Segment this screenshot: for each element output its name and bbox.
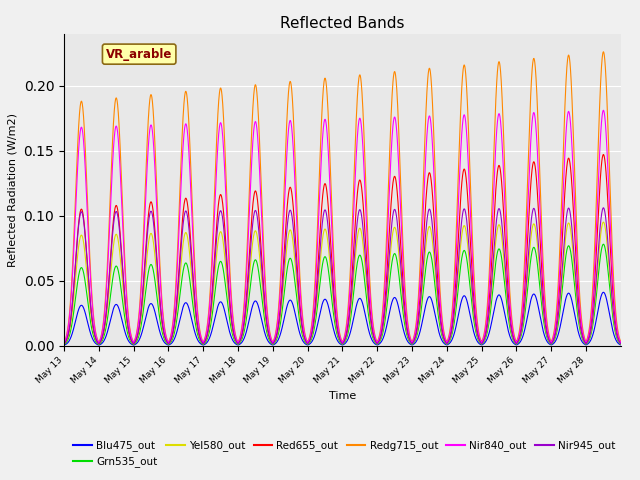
Line: Yel580_out: Yel580_out [64,222,621,344]
Yel580_out [463,233,470,239]
Yel580_out [414,326,422,332]
Nir840_out [600,108,607,113]
Text: VR_arable: VR_arable [106,48,172,60]
Nir945_out [414,324,422,329]
Y-axis label: Reflected Radiation (W/m2): Reflected Radiation (W/m2) [8,113,18,266]
Grn535_out [174,308,182,314]
Redg715_out [617,339,625,345]
Line: Red655_out: Red655_out [64,155,621,344]
Nir840_out [532,121,540,127]
Redg715_out [532,70,540,75]
Grn535_out [600,241,607,247]
Nir840_out [414,311,422,316]
Line: Nir840_out: Nir840_out [64,110,621,343]
Red655_out [60,341,68,347]
Nir840_out [611,305,618,311]
X-axis label: Time: Time [329,391,356,401]
Nir945_out [611,321,618,326]
Yel580_out [499,239,506,245]
Nir840_out [60,340,68,346]
Nir945_out [60,341,68,347]
Red655_out [600,152,607,157]
Nir840_out [617,340,625,346]
Redg715_out [600,49,607,55]
Red655_out [611,312,618,318]
Redg715_out [414,304,422,310]
Grn535_out [611,326,618,332]
Red655_out [463,182,470,188]
Nir945_out [600,205,607,211]
Nir945_out [463,218,470,224]
Line: Nir945_out: Nir945_out [64,208,621,344]
Yel580_out [611,323,618,329]
Nir840_out [499,144,506,149]
Line: Grn535_out: Grn535_out [64,244,621,345]
Grn535_out [499,260,506,265]
Redg715_out [174,236,182,242]
Yel580_out [617,341,625,347]
Blu475_out [600,289,607,295]
Nir840_out [174,250,182,255]
Nir945_out [617,341,625,347]
Redg715_out [611,295,618,301]
Yel580_out [174,295,182,301]
Blu475_out [463,297,470,303]
Yel580_out [532,227,540,233]
Line: Redg715_out: Redg715_out [64,52,621,342]
Blu475_out [611,334,618,340]
Grn535_out [463,256,470,262]
Red655_out [532,168,540,174]
Grn535_out [617,341,625,347]
Red655_out [617,340,625,346]
Redg715_out [463,87,470,93]
Nir840_out [463,132,470,138]
Red655_out [414,318,422,324]
Yel580_out [60,341,68,347]
Red655_out [499,188,506,194]
Blu475_out [174,324,182,330]
Nir945_out [174,286,182,292]
Grn535_out [60,342,68,348]
Red655_out [174,281,182,287]
Blu475_out [532,294,540,300]
Nir945_out [532,212,540,218]
Grn535_out [414,330,422,336]
Redg715_out [499,99,506,105]
Yel580_out [600,219,607,225]
Legend: Blu475_out, Grn535_out, Yel580_out, Red655_out, Redg715_out, Nir840_out, Nir945_: Blu475_out, Grn535_out, Yel580_out, Red6… [69,436,620,471]
Blu475_out [499,299,506,305]
Blu475_out [414,336,422,342]
Title: Reflected Bands: Reflected Bands [280,16,404,31]
Blu475_out [617,342,625,348]
Line: Blu475_out: Blu475_out [64,292,621,345]
Nir945_out [499,225,506,231]
Redg715_out [60,339,68,345]
Grn535_out [532,249,540,255]
Blu475_out [60,342,68,348]
